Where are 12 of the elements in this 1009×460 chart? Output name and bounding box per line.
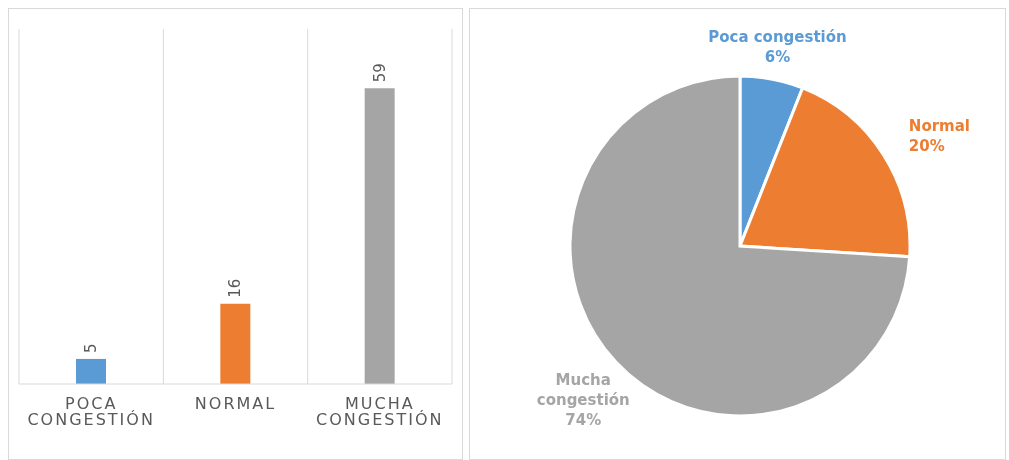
data-label: 16: [226, 278, 245, 298]
x-tick-label: MUCHA CONGESTIÓN: [316, 394, 444, 430]
slice-label: Poca congestión: [708, 27, 847, 46]
data-label: 59: [370, 63, 389, 83]
data-label: 74%: [565, 411, 602, 430]
slice-label: Normal: [908, 116, 971, 135]
data-label: 20%: [908, 136, 945, 155]
x-tick-label: NORMAL: [194, 394, 277, 414]
x-tick-label: POCA CONGESTIÓN: [27, 394, 155, 430]
data-label: 5: [82, 343, 100, 353]
slice-label: Mucha congestión: [536, 371, 630, 410]
data-label: 6%: [764, 47, 791, 66]
